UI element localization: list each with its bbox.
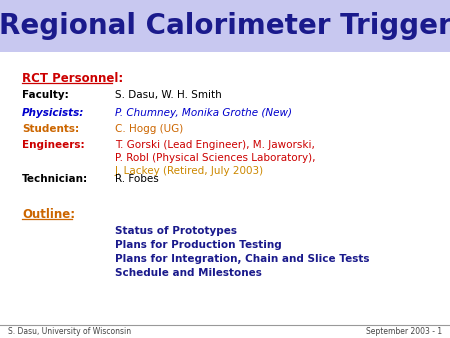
Text: RCT Personnel:: RCT Personnel: — [22, 72, 123, 85]
Text: P. Robl (Physical Sciences Laboratory),: P. Robl (Physical Sciences Laboratory), — [115, 153, 315, 163]
Text: Plans for Production Testing: Plans for Production Testing — [115, 240, 282, 250]
Text: C. Hogg (UG): C. Hogg (UG) — [115, 124, 183, 134]
Text: Regional Calorimeter Trigger: Regional Calorimeter Trigger — [0, 12, 450, 40]
Text: P. Chumney, Monika Grothe (New): P. Chumney, Monika Grothe (New) — [115, 108, 292, 118]
Text: J. Lackey (Retired, July 2003): J. Lackey (Retired, July 2003) — [115, 166, 264, 176]
Text: Plans for Integration, Chain and Slice Tests: Plans for Integration, Chain and Slice T… — [115, 254, 369, 264]
Text: Outline:: Outline: — [22, 208, 75, 221]
Text: Faculty:: Faculty: — [22, 90, 69, 100]
Text: Schedule and Milestones: Schedule and Milestones — [115, 268, 262, 278]
Text: Students:: Students: — [22, 124, 79, 134]
Text: S. Dasu, University of Wisconsin: S. Dasu, University of Wisconsin — [8, 328, 131, 337]
Text: Engineers:: Engineers: — [22, 140, 85, 150]
Text: Technician:: Technician: — [22, 174, 88, 184]
Text: Physicists:: Physicists: — [22, 108, 85, 118]
Text: T. Gorski (Lead Engineer), M. Jaworski,: T. Gorski (Lead Engineer), M. Jaworski, — [115, 140, 315, 150]
Text: September 2003 - 1: September 2003 - 1 — [366, 328, 442, 337]
FancyBboxPatch shape — [0, 0, 450, 52]
Text: R. Fobes: R. Fobes — [115, 174, 159, 184]
Text: S. Dasu, W. H. Smith: S. Dasu, W. H. Smith — [115, 90, 222, 100]
Text: Status of Prototypes: Status of Prototypes — [115, 226, 237, 236]
